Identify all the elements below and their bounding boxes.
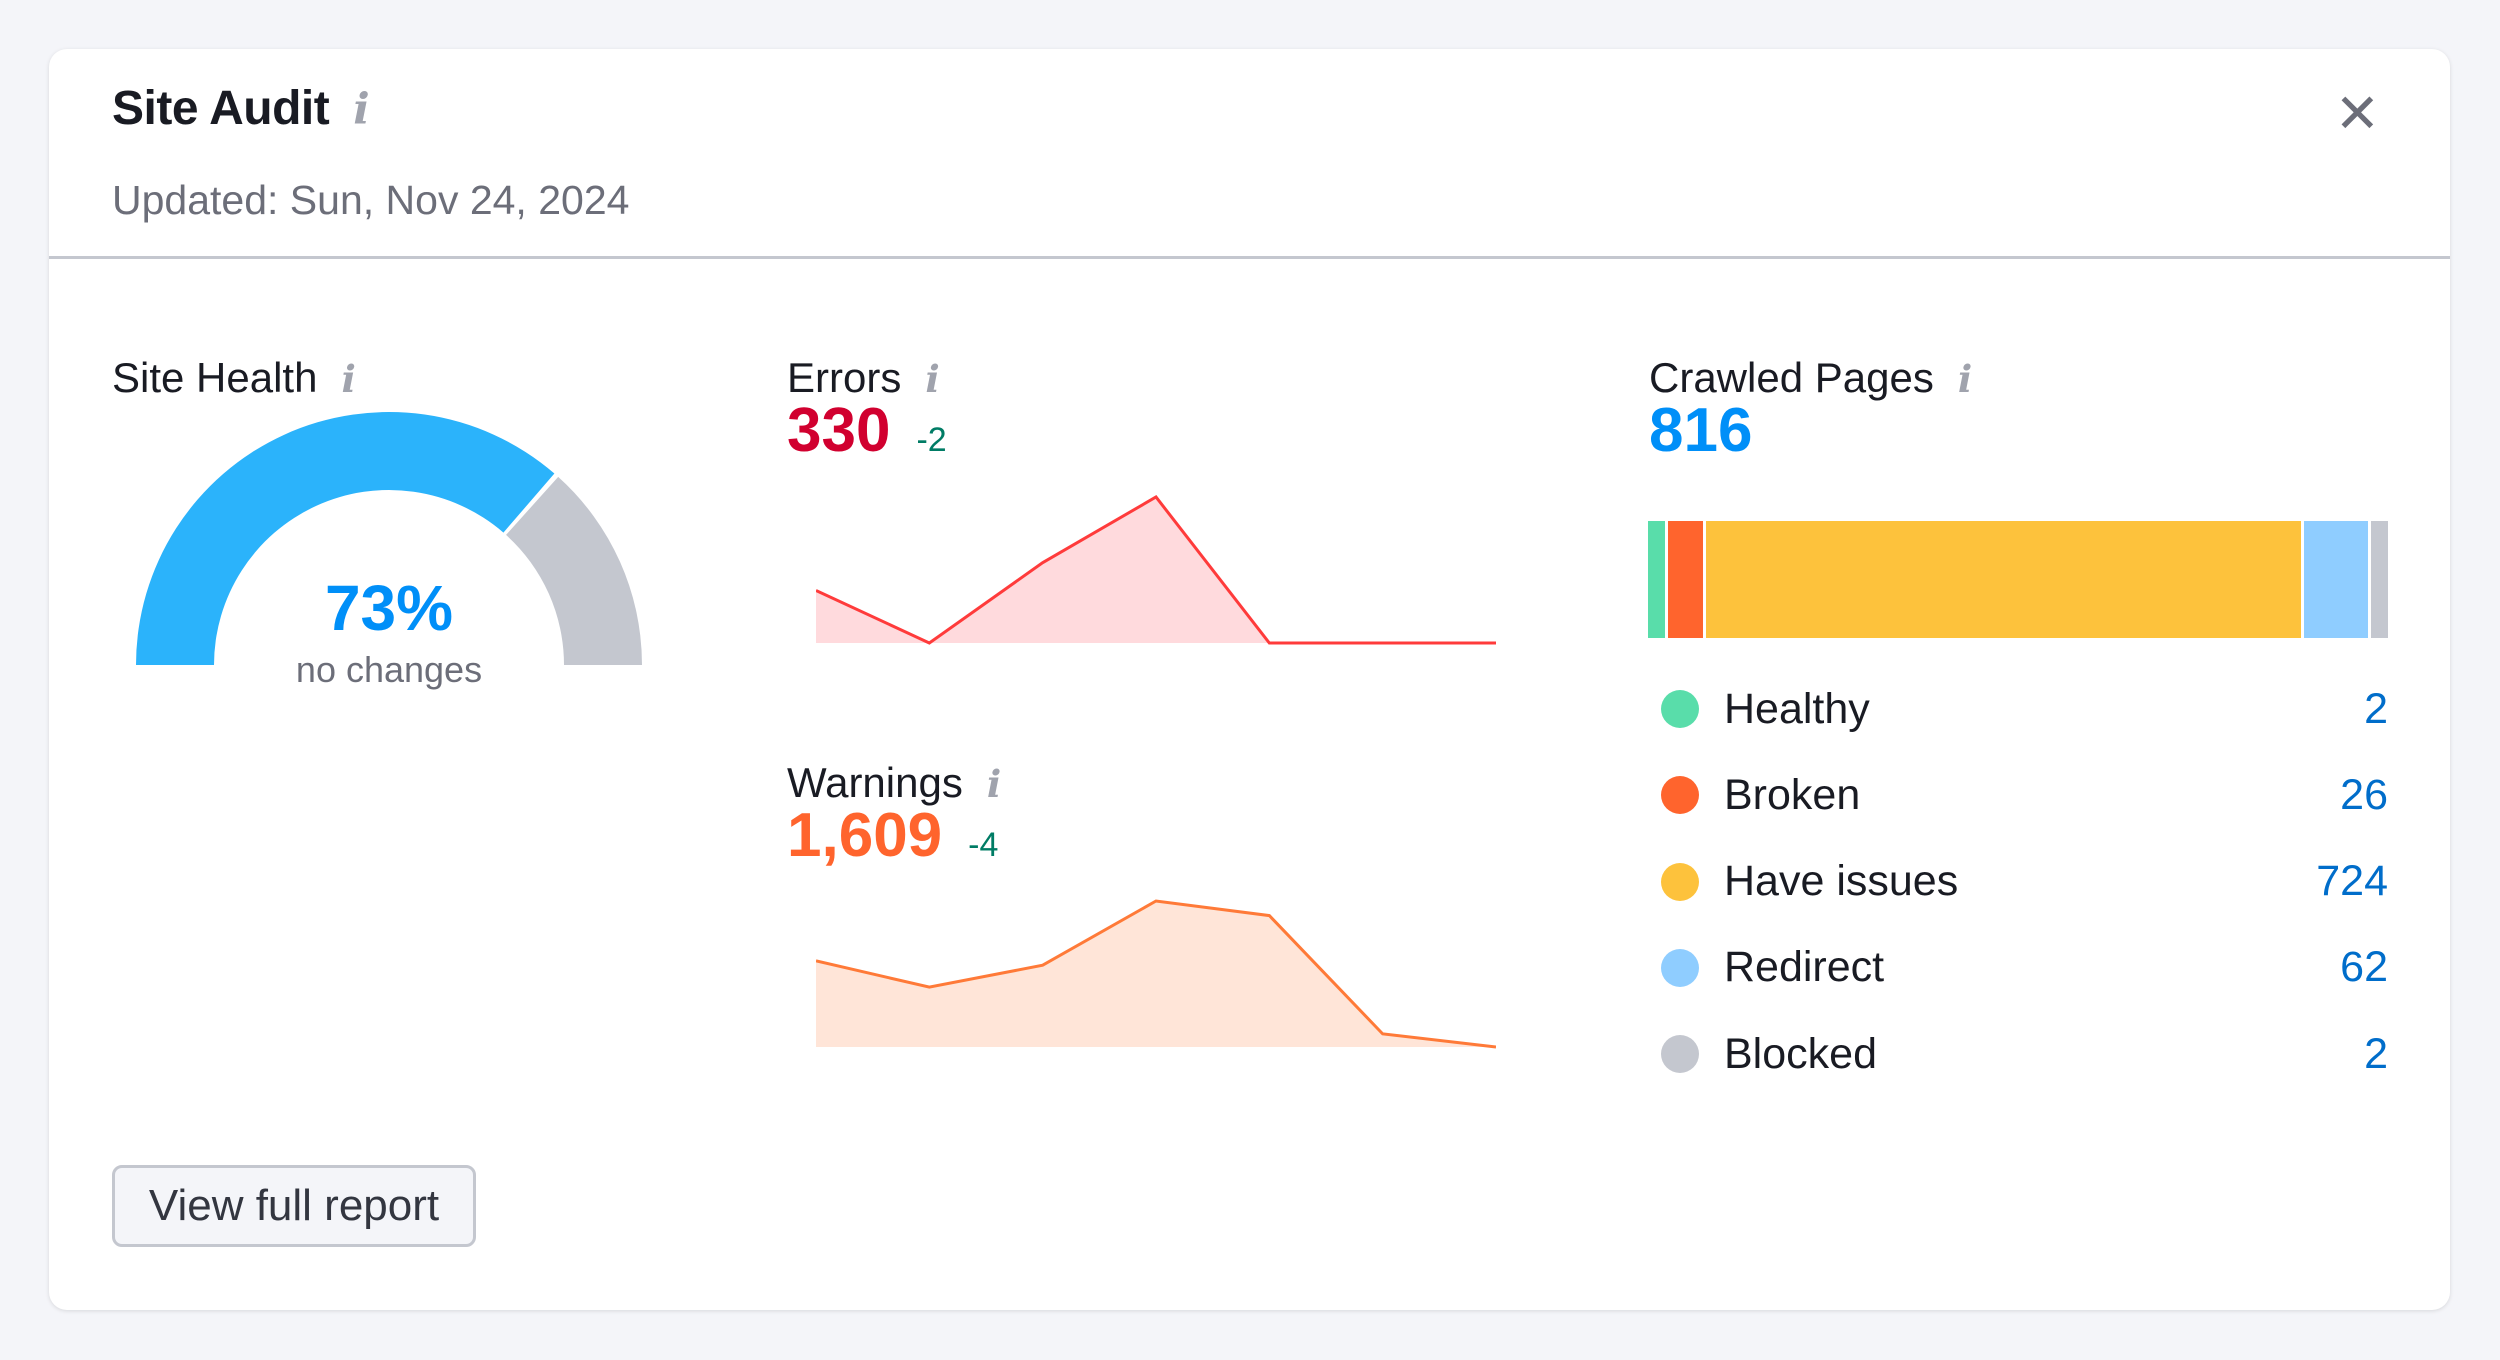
gauge-fill-arc: [136, 411, 555, 665]
legend-dot-icon: [1661, 862, 1699, 901]
site-health-subtitle: no changes: [295, 649, 483, 690]
info-icon[interactable]: i: [925, 357, 940, 401]
view-full-report-button[interactable]: View full report: [112, 1165, 476, 1247]
sparkline-area: [816, 497, 1496, 643]
errors-sparkline: [816, 495, 1496, 645]
legend-value[interactable]: 724: [2316, 857, 2388, 906]
sparkline-line: [816, 899, 1496, 1049]
errors-label: Errors i: [787, 354, 940, 402]
legend-label: Have issues: [1724, 857, 1959, 906]
widget-title: Site Audit i: [112, 81, 370, 136]
crawled-pages-label-text: Crawled Pages: [1649, 354, 1934, 401]
close-icon[interactable]: ✕: [2334, 84, 2380, 144]
legend-value[interactable]: 2: [2364, 1029, 2388, 1078]
crawled-pages-value: 816: [1649, 396, 1753, 465]
legend-item-healthy[interactable]: Healthy 2: [1661, 679, 2388, 739]
title-text: Site Audit: [112, 82, 330, 135]
warnings-label: Warnings i: [787, 759, 1001, 807]
legend-dot-icon: [1661, 690, 1699, 728]
legend-dot-icon: [1661, 948, 1699, 987]
bar-segment-redirect[interactable]: [2303, 521, 2369, 638]
errors-label-text: Errors: [787, 354, 902, 401]
bar-segment-broken[interactable]: [1667, 521, 1704, 638]
legend-value[interactable]: 62: [2340, 943, 2388, 992]
legend-value[interactable]: 26: [2340, 770, 2388, 819]
site-audit-widget: Site Audit i Updated: Sun, Nov 24, 2024 ✕…: [49, 49, 2450, 1310]
sparkline-line: [816, 495, 1496, 645]
bar-segment-blocked[interactable]: [2371, 521, 2388, 638]
warnings-sparkline: [816, 899, 1496, 1049]
sparkline-area: [816, 901, 1496, 1047]
legend-item-broken[interactable]: Broken 26: [1661, 765, 2388, 825]
errors-delta: -2: [916, 421, 947, 459]
warnings-value: 1,609: [787, 801, 943, 870]
errors-value-row: 330 -2: [787, 395, 947, 466]
legend-item-redirect[interactable]: Redirect 62: [1661, 938, 2388, 998]
legend-item-have-issues[interactable]: Have issues 724: [1661, 852, 2388, 912]
bar-segment-healthy[interactable]: [1648, 521, 1665, 638]
info-icon[interactable]: i: [986, 762, 1002, 806]
info-icon[interactable]: i: [1957, 357, 1973, 401]
info-icon[interactable]: i: [353, 84, 370, 135]
warnings-value-row: 1,609 -4: [787, 800, 998, 871]
gauge-remaining-arc: [506, 476, 642, 665]
divider: [49, 256, 2450, 259]
legend-label: Broken: [1724, 770, 1861, 819]
bar-segment-have-issues[interactable]: [1706, 521, 2301, 638]
legend-label: Healthy: [1724, 684, 1870, 733]
errors-value: 330: [787, 396, 891, 465]
site-health-label: Site Health i: [112, 354, 356, 402]
legend-item-blocked[interactable]: Blocked 2: [1661, 1024, 2388, 1084]
legend-value[interactable]: 2: [2364, 684, 2388, 733]
site-health-gauge: [136, 411, 642, 665]
legend-dot-icon: [1661, 776, 1699, 815]
info-icon[interactable]: i: [341, 357, 356, 401]
updated-date: Updated: Sun, Nov 24, 2024: [112, 177, 630, 223]
warnings-label-text: Warnings: [787, 759, 963, 806]
crawled-pages-label: Crawled Pages i: [1649, 354, 1972, 402]
site-health-percent: 73%: [324, 572, 454, 644]
legend-label: Redirect: [1724, 943, 1885, 992]
crawled-pages-bar: [1648, 521, 2388, 638]
warnings-delta: -4: [968, 826, 999, 864]
legend-label: Blocked: [1724, 1029, 1877, 1078]
legend-dot-icon: [1661, 1035, 1699, 1074]
site-health-label-text: Site Health: [112, 354, 318, 401]
